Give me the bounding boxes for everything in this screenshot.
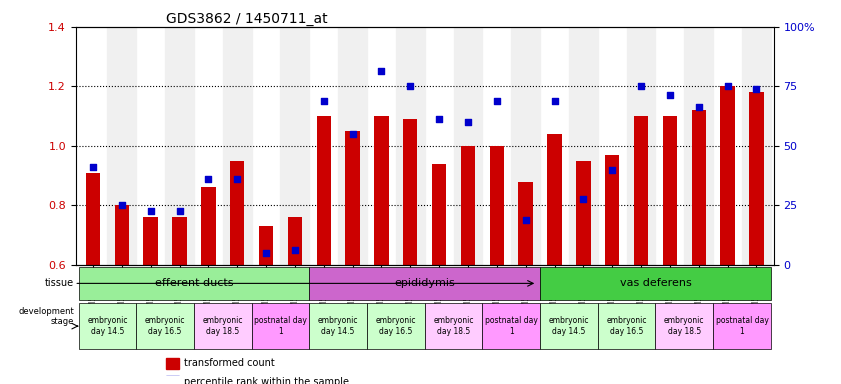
Text: percentile rank within the sample: percentile rank within the sample — [184, 377, 349, 384]
FancyBboxPatch shape — [540, 266, 771, 300]
Text: efferent ducts: efferent ducts — [155, 278, 233, 288]
Text: tissue: tissue — [45, 278, 74, 288]
FancyBboxPatch shape — [713, 303, 771, 349]
Bar — [167, 358, 179, 369]
Text: embryonic
day 16.5: embryonic day 16.5 — [606, 316, 647, 336]
Bar — [511, 27, 540, 265]
Point — [490, 98, 504, 104]
Bar — [281, 27, 309, 265]
Text: embryonic
day 18.5: embryonic day 18.5 — [664, 316, 705, 336]
FancyBboxPatch shape — [425, 303, 483, 349]
Text: embryonic
day 16.5: embryonic day 16.5 — [145, 316, 185, 336]
Point — [172, 208, 186, 214]
Point — [317, 98, 331, 104]
Bar — [569, 27, 598, 265]
Point — [346, 131, 359, 137]
FancyBboxPatch shape — [367, 303, 425, 349]
Bar — [605, 155, 620, 265]
Bar — [685, 27, 713, 265]
FancyBboxPatch shape — [251, 303, 309, 349]
Point — [288, 247, 302, 253]
Point — [634, 83, 648, 89]
Bar — [489, 146, 504, 265]
Bar — [453, 27, 483, 265]
Point — [749, 86, 763, 93]
FancyBboxPatch shape — [540, 303, 598, 349]
Text: development
stage: development stage — [19, 307, 74, 326]
Text: embryonic
day 14.5: embryonic day 14.5 — [318, 316, 358, 336]
Text: vas deferens: vas deferens — [620, 278, 691, 288]
Point — [519, 217, 532, 223]
Bar — [167, 376, 179, 384]
Bar — [742, 27, 771, 265]
Bar — [86, 172, 100, 265]
Bar — [230, 161, 245, 265]
Bar — [461, 146, 475, 265]
Point — [547, 98, 561, 104]
FancyBboxPatch shape — [598, 303, 655, 349]
Text: embryonic
day 16.5: embryonic day 16.5 — [376, 316, 416, 336]
Point — [87, 164, 100, 170]
Bar — [259, 226, 273, 265]
Text: embryonic
day 14.5: embryonic day 14.5 — [548, 316, 590, 336]
Point — [461, 119, 474, 125]
Point — [432, 116, 446, 122]
FancyBboxPatch shape — [309, 303, 367, 349]
Text: postnatal day
1: postnatal day 1 — [716, 316, 769, 336]
Point — [230, 175, 244, 182]
FancyBboxPatch shape — [309, 266, 540, 300]
Point — [115, 202, 129, 209]
Bar — [108, 27, 136, 265]
Point — [721, 83, 734, 89]
Bar — [114, 205, 129, 265]
Text: embryonic
day 18.5: embryonic day 18.5 — [433, 316, 473, 336]
Bar — [223, 27, 251, 265]
Bar — [346, 131, 360, 265]
FancyBboxPatch shape — [78, 303, 136, 349]
Bar — [374, 116, 389, 265]
Text: embryonic
day 14.5: embryonic day 14.5 — [87, 316, 128, 336]
Bar — [172, 217, 187, 265]
Text: epididymis: epididymis — [394, 278, 455, 288]
Bar — [691, 110, 706, 265]
Point — [202, 175, 215, 182]
Bar — [316, 116, 331, 265]
Point — [692, 104, 706, 110]
FancyBboxPatch shape — [78, 266, 309, 300]
Bar — [749, 92, 764, 265]
Bar — [165, 27, 194, 265]
Text: postnatal day
1: postnatal day 1 — [484, 316, 537, 336]
Bar — [432, 164, 447, 265]
Bar — [201, 187, 215, 265]
Bar — [547, 134, 562, 265]
Bar — [634, 116, 648, 265]
Point — [577, 196, 590, 202]
Text: postnatal day
1: postnatal day 1 — [254, 316, 307, 336]
Text: GDS3862 / 1450711_at: GDS3862 / 1450711_at — [167, 12, 328, 26]
FancyBboxPatch shape — [655, 303, 713, 349]
Bar — [518, 182, 533, 265]
Point — [664, 92, 677, 98]
Bar — [663, 116, 677, 265]
FancyBboxPatch shape — [194, 303, 251, 349]
Bar — [627, 27, 655, 265]
Bar — [721, 86, 735, 265]
Bar — [338, 27, 367, 265]
Bar — [576, 161, 590, 265]
Point — [375, 68, 389, 74]
Bar — [144, 217, 158, 265]
Point — [404, 83, 417, 89]
Point — [259, 250, 272, 256]
FancyBboxPatch shape — [483, 303, 540, 349]
Text: transformed count: transformed count — [184, 358, 275, 368]
Point — [144, 208, 157, 214]
FancyBboxPatch shape — [136, 303, 194, 349]
Bar — [396, 27, 425, 265]
Bar — [288, 217, 302, 265]
Text: embryonic
day 18.5: embryonic day 18.5 — [203, 316, 243, 336]
Point — [606, 167, 619, 173]
Bar — [403, 119, 417, 265]
